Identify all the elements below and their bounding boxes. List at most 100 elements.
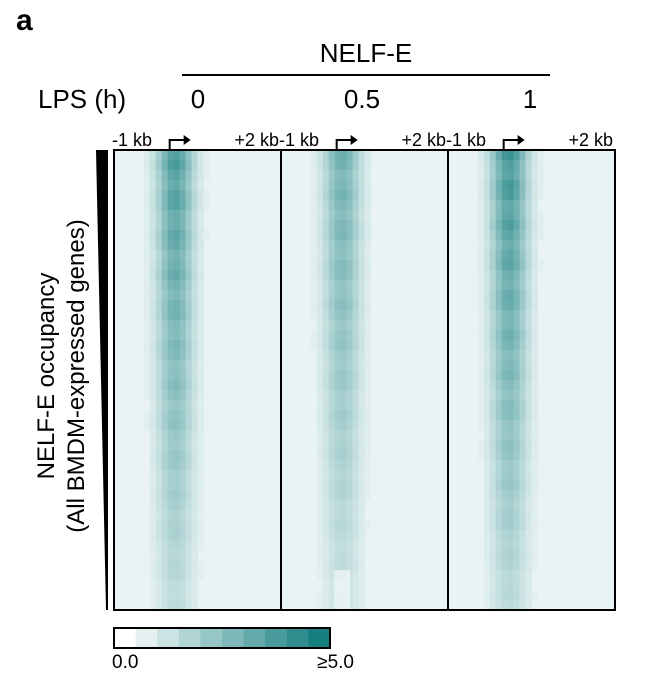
heat-cell [525,170,533,181]
heat-cell [531,520,539,531]
heat-cell [143,160,151,171]
heat-cell [334,390,342,401]
heat-cell [346,360,354,371]
heat-cell [143,370,151,381]
heat-cell [322,560,330,571]
heat-cell [483,390,491,401]
heat-cell [346,490,354,501]
heat-cell [322,260,330,271]
heat-cell [316,550,324,561]
heat-cell [143,150,151,161]
heat-cell [483,290,491,301]
heat-cell [191,460,199,471]
heat-cell [316,270,324,281]
heat-cell [513,420,521,431]
heat-cell [185,570,193,581]
heat-cell [483,470,491,481]
heat-cell [322,190,330,201]
heat-cell [155,260,163,271]
heat-cell [507,590,515,601]
heat-cell [495,170,503,181]
heat-cell [507,230,515,241]
heat-cell [340,510,348,521]
heat-cell [495,250,503,261]
heat-cell [179,480,187,491]
heat-cell [155,550,163,561]
heat-cell [501,280,509,291]
heat-cell [179,300,187,311]
heat-cell [149,550,157,561]
heat-cell [501,190,509,201]
heat-cell [334,330,342,341]
heat-cell [185,500,193,511]
heat-cell [477,210,485,221]
axis-ticks: -1 kb +2 kb -1 kb +2 kb -1 kb +2 kb [112,130,613,150]
heat-cell [501,550,509,561]
heat-cell [525,270,533,281]
heat-cell [185,560,193,571]
heat-cell [149,210,157,221]
heat-cell [149,280,157,291]
heat-cell [143,210,151,221]
heat-cell [477,440,485,451]
heat-cell [352,210,360,221]
heat-cell [525,470,533,481]
heat-cell [364,370,372,381]
heat-cell [346,380,354,391]
heat-cell [334,410,342,421]
heat-cell [495,150,503,161]
heat-cell [316,260,324,271]
heat-cell [489,330,497,341]
heat-cell [340,440,348,451]
heat-cell [364,480,372,491]
heat-cell [179,410,187,421]
heat-cell [352,350,360,361]
heat-cell [501,570,509,581]
heat-cell [328,240,336,251]
heat-cell [197,470,205,481]
heat-cell [507,470,515,481]
heat-cell [519,480,527,491]
heat-cell [495,400,503,411]
heat-cell [507,180,515,191]
heat-cell [501,210,509,221]
heat-cell [179,430,187,441]
heat-cell [525,290,533,301]
heat-cell [173,370,181,381]
heat-cell [328,400,336,411]
heat-cell [328,200,336,211]
heat-cell [352,540,360,551]
heat-cell [531,480,539,491]
heat-cell [513,160,521,171]
heat-cell [513,440,521,451]
heat-cell [495,490,503,501]
heat-cell [483,520,491,531]
heat-cell [513,230,521,241]
heat-cell [334,440,342,451]
heat-cell [364,440,372,451]
heat-cell [197,510,205,521]
heat-cell [364,220,372,231]
heat-cell [358,200,366,211]
heat-cell [149,530,157,541]
heat-cell [346,300,354,311]
heat-cell [531,460,539,471]
heat-cell [167,450,175,461]
heat-cell [310,240,318,251]
heat-cell [513,220,521,231]
heat-cell [173,570,181,581]
heat-cell [179,460,187,471]
heat-cell [185,190,193,201]
heat-cell [531,380,539,391]
heat-cell [513,310,521,321]
heat-cell [519,330,527,341]
heat-cell [322,490,330,501]
heat-cell [364,380,372,391]
heat-cell [322,160,330,171]
heat-cell [310,280,318,291]
heat-cell [191,600,199,611]
heat-cell [334,550,342,561]
heat-cell [310,190,318,201]
heat-cell [531,400,539,411]
heat-cell [346,530,354,541]
